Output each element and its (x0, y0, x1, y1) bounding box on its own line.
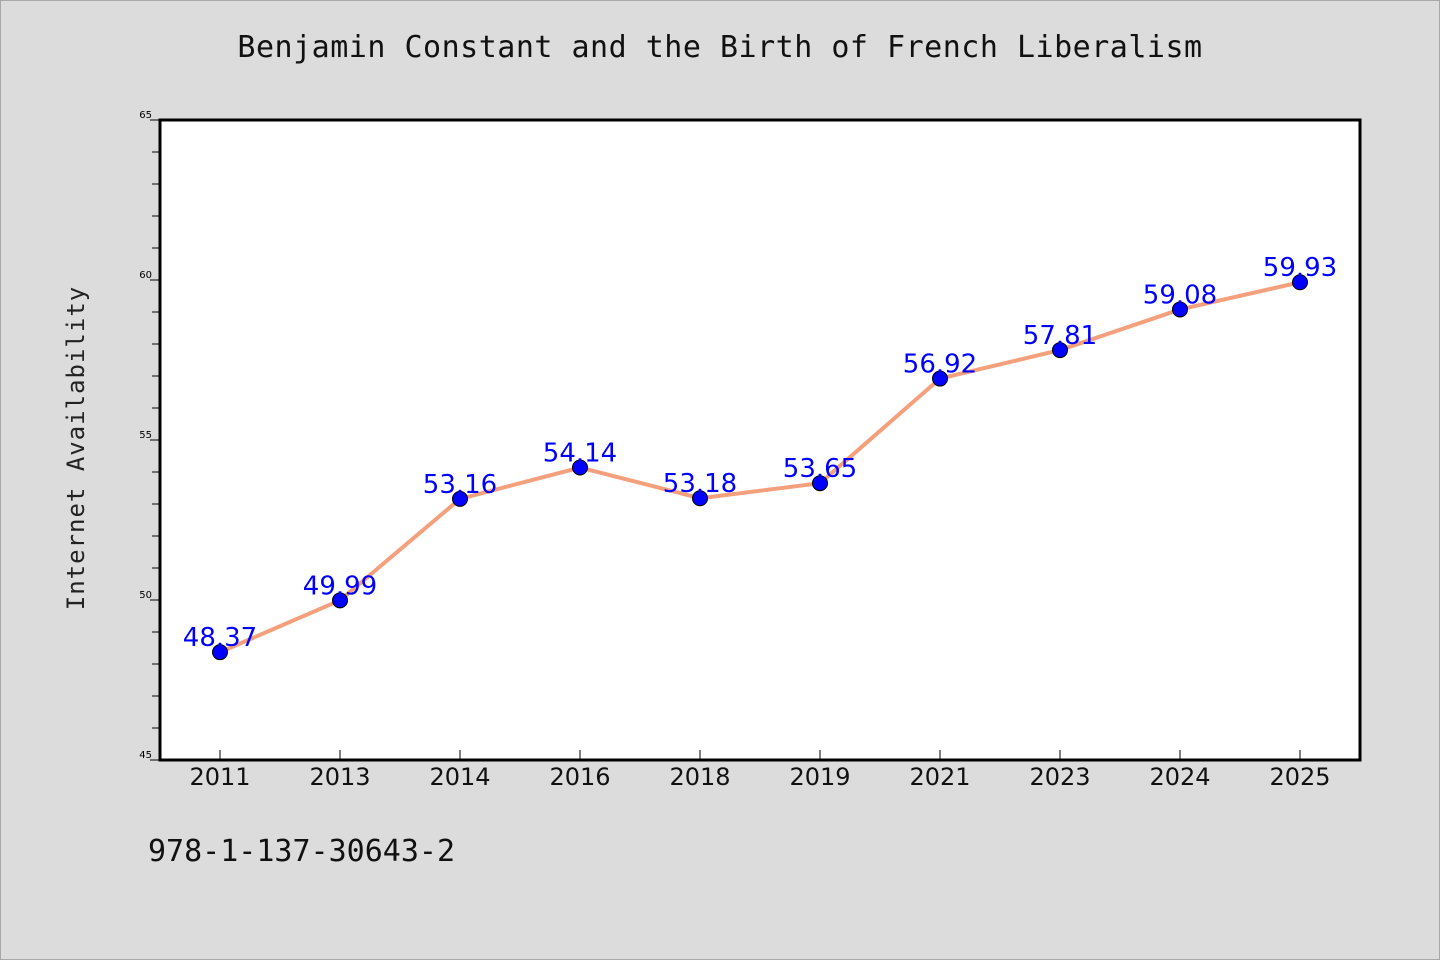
data-label: 53.18 (663, 469, 737, 499)
data-label: 57.81 (1023, 321, 1097, 351)
x-tick-label: 2025 (1269, 763, 1330, 791)
isbn-text: 978-1-137-30643-2 (148, 834, 456, 869)
chart-title: Benjamin Constant and the Birth of Frenc… (237, 30, 1203, 65)
data-label: 53.16 (423, 470, 497, 500)
y-tick-label: 55 (139, 430, 152, 441)
data-point (1292, 274, 1308, 291)
data-point (452, 490, 468, 507)
data-labels-group: 48.37 49.99 53.16 54.14 53.18 53.65 56.92 57.81… (183, 253, 1337, 653)
data-point (1052, 342, 1068, 359)
data-point (332, 592, 348, 609)
x-tick-label: 2014 (429, 763, 490, 791)
x-axis: 2011 2013 2014 2016 2018 2019 2021 2023 2024 2025 (189, 750, 1331, 791)
y-tick-label: 65 (139, 110, 152, 121)
data-label: 49.99 (303, 571, 377, 601)
x-tick-label: 2016 (549, 763, 610, 791)
data-label: 59.08 (1143, 280, 1217, 310)
data-point (932, 370, 948, 387)
data-label: 53.65 (783, 454, 857, 484)
data-point (692, 490, 708, 507)
data-point (212, 644, 228, 661)
data-label: 48.37 (183, 623, 257, 653)
x-tick-label: 2024 (1149, 763, 1210, 791)
y-tick-label: 45 (139, 750, 152, 761)
x-tick-label: 2018 (669, 763, 730, 791)
series-line (218, 280, 1302, 655)
y-tick-label: 60 (139, 270, 152, 281)
markers-group (212, 274, 1308, 661)
y-axis: 45 50 55 60 65 (139, 110, 160, 761)
series-line-group (218, 280, 1302, 655)
data-label: 54.14 (543, 439, 617, 469)
x-tick-label: 2011 (189, 763, 250, 791)
x-tick-label: 2021 (909, 763, 970, 791)
data-label: 56.92 (903, 350, 977, 380)
x-tick-label: 2023 (1029, 763, 1090, 791)
data-point (812, 475, 828, 492)
x-tick-label: 2019 (789, 763, 850, 791)
data-point (572, 459, 588, 476)
x-tick-label: 2013 (309, 763, 370, 791)
data-point (1172, 301, 1188, 318)
data-label: 59.93 (1263, 253, 1337, 283)
y-tick-label: 50 (139, 590, 152, 601)
plot-area (158, 118, 1362, 762)
